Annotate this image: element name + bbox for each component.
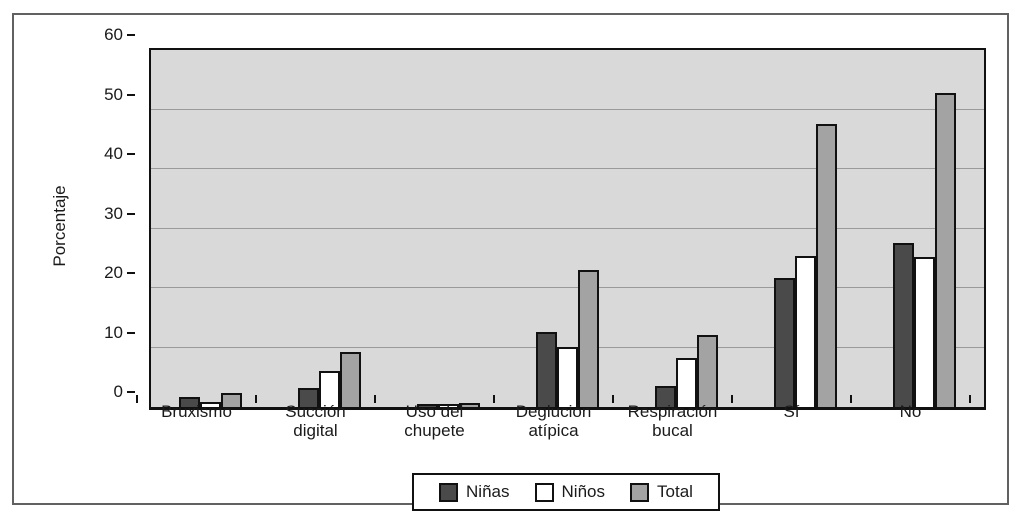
y-tick-label: 0 bbox=[113, 382, 123, 401]
x-tick-mark bbox=[612, 395, 614, 403]
bar-total-4 bbox=[578, 270, 599, 407]
bar-total-6 bbox=[816, 124, 837, 407]
gridline bbox=[151, 287, 984, 288]
bar-niños-3 bbox=[438, 404, 459, 407]
legend-label: Niñas bbox=[466, 482, 510, 501]
x-category-label: Bruxismo bbox=[161, 402, 232, 421]
x-tick-mark bbox=[374, 395, 376, 403]
y-tick-label: 50 bbox=[104, 84, 123, 104]
legend: Niñas Niños Total bbox=[412, 473, 720, 511]
figure-frame: Porcentaje 0 10 20 30 40 50 60 Bruxismo Succión… bbox=[12, 13, 1009, 511]
legend-label: Total bbox=[657, 482, 693, 501]
bar-total-5 bbox=[697, 335, 718, 407]
x-tick-mark bbox=[731, 395, 733, 403]
y-tick-mark bbox=[127, 153, 135, 155]
y-tick-mark bbox=[127, 272, 135, 274]
gridline bbox=[151, 108, 984, 110]
bar-total-3 bbox=[459, 402, 480, 407]
y-tick-mark bbox=[127, 212, 135, 215]
y-tick-label: 30 bbox=[104, 203, 123, 223]
bar-niñas-6 bbox=[774, 278, 795, 407]
legend-swatch-icon bbox=[534, 482, 554, 502]
y-tick-label: 60 bbox=[104, 25, 123, 44]
bar-total-7 bbox=[935, 92, 956, 407]
x-category-label: Uso del chupete bbox=[404, 402, 465, 440]
bar-niños-5 bbox=[676, 358, 697, 407]
bar-niños-1 bbox=[200, 402, 221, 407]
x-tick-mark bbox=[850, 395, 852, 403]
y-tick-mark bbox=[127, 331, 135, 334]
x-tick-mark bbox=[969, 395, 971, 403]
legend-swatch-icon bbox=[630, 482, 650, 502]
bar-niños-2 bbox=[319, 370, 340, 407]
y-axis-title: Porcentaje bbox=[50, 185, 69, 267]
bar-niños-7 bbox=[914, 257, 935, 407]
legend-item-niñas: Niñas bbox=[439, 482, 510, 502]
legend-label: Niños bbox=[561, 482, 605, 501]
bar-niños-6 bbox=[795, 255, 816, 407]
bar-niñas-1 bbox=[179, 397, 200, 407]
x-tick-mark bbox=[136, 395, 138, 403]
x-tick-mark bbox=[493, 395, 495, 403]
bar-niñas-2 bbox=[298, 387, 319, 407]
bar-total-2 bbox=[340, 351, 361, 407]
legend-item-niños: Niños bbox=[534, 482, 605, 502]
bar-niñas-4 bbox=[536, 332, 557, 407]
y-tick-label: 40 bbox=[104, 144, 123, 163]
bar-niñas-7 bbox=[893, 243, 914, 407]
x-category-label: Respiración bucal bbox=[627, 402, 718, 440]
legend-swatch-icon bbox=[439, 482, 459, 502]
gridline bbox=[151, 227, 984, 229]
x-category-label: Deglución atípica bbox=[515, 402, 592, 440]
bar-niños-4 bbox=[557, 346, 578, 407]
x-tick-mark bbox=[255, 395, 257, 403]
x-category-label: No bbox=[899, 402, 922, 421]
y-tick-mark bbox=[127, 34, 135, 36]
y-tick-mark bbox=[127, 391, 135, 393]
y-tick-mark bbox=[127, 93, 135, 96]
plot-area bbox=[149, 48, 986, 410]
y-tick-label: 20 bbox=[104, 263, 123, 282]
y-tick-label: 10 bbox=[104, 322, 123, 342]
x-category-label: Sí bbox=[783, 402, 800, 421]
legend-item-total: Total bbox=[630, 482, 693, 502]
bar-niñas-3 bbox=[417, 404, 438, 407]
bar-total-1 bbox=[221, 393, 242, 407]
x-category-label: Succión digital bbox=[285, 402, 346, 440]
bar-niñas-5 bbox=[655, 385, 676, 407]
gridline bbox=[151, 168, 984, 169]
